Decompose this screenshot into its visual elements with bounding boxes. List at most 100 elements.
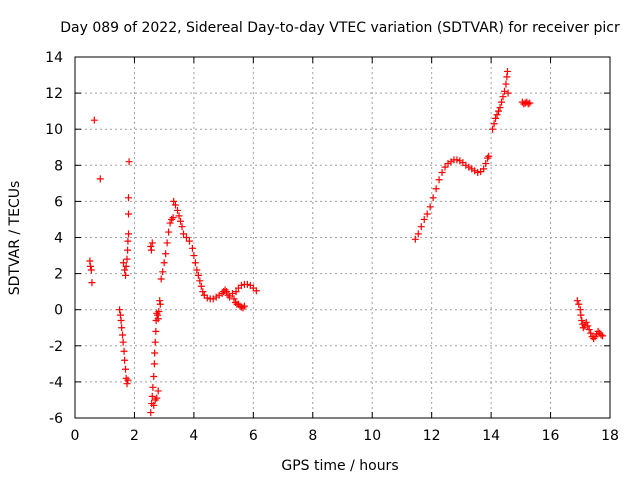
y-tick-label: 6 — [54, 194, 63, 210]
data-point — [252, 287, 260, 295]
data-point — [150, 401, 158, 409]
data-point — [496, 104, 504, 112]
data-point — [453, 156, 461, 164]
data-point — [414, 230, 422, 238]
x-tick-label: 14 — [482, 428, 500, 444]
data-point — [226, 293, 234, 301]
data-point — [124, 237, 132, 245]
data-point — [159, 268, 167, 276]
data-point — [174, 206, 182, 214]
x-tick-label: 2 — [130, 428, 139, 444]
data-point — [170, 197, 178, 205]
data-point — [177, 217, 185, 225]
data-point — [148, 239, 156, 247]
data-point — [237, 281, 245, 289]
data-point — [480, 165, 488, 173]
data-point — [524, 100, 532, 108]
data-point — [182, 234, 190, 241]
data-point — [492, 114, 500, 122]
data-point — [484, 154, 492, 162]
data-point — [122, 262, 130, 270]
data-point — [199, 288, 207, 296]
x-tick-label: 16 — [542, 428, 560, 444]
data-points — [86, 67, 607, 417]
x-tick-label: 4 — [189, 428, 198, 444]
data-point — [123, 255, 131, 263]
data-point — [575, 300, 583, 308]
data-point — [503, 67, 511, 75]
data-point — [502, 80, 510, 88]
data-point — [474, 169, 482, 177]
data-point — [119, 259, 127, 267]
data-point — [160, 259, 168, 267]
data-point — [178, 223, 186, 231]
data-point — [495, 107, 503, 115]
data-point — [435, 176, 443, 184]
x-axis-title: GPS time / hours — [281, 458, 398, 474]
y-tick-label: 4 — [54, 231, 63, 247]
data-point — [237, 303, 245, 311]
data-point — [423, 210, 431, 218]
data-point — [148, 392, 156, 400]
y-tick-label: 14 — [45, 50, 63, 66]
data-point — [123, 380, 131, 388]
data-point — [157, 275, 165, 283]
data-point — [223, 288, 231, 296]
data-point — [156, 300, 164, 308]
data-point — [88, 279, 96, 287]
data-point — [599, 332, 607, 340]
data-point — [240, 302, 248, 310]
y-axis-tick-labels: -6 -4 -2 0 2 4 6 8 10 12 14 — [45, 50, 63, 427]
data-point — [578, 317, 586, 325]
data-point — [87, 266, 95, 274]
data-point — [117, 317, 125, 325]
data-point — [125, 194, 132, 202]
data-point — [96, 175, 104, 183]
chart-title: Day 089 of 2022, Sidereal Day-to-day VTE… — [60, 20, 620, 36]
data-point — [153, 394, 161, 402]
data-point — [119, 338, 127, 346]
data-point — [194, 271, 202, 279]
data-point — [122, 271, 130, 279]
data-point — [429, 194, 437, 202]
data-point — [125, 230, 132, 238]
data-point — [124, 376, 132, 384]
data-point — [171, 201, 179, 209]
data-point — [121, 356, 129, 364]
data-point — [150, 372, 158, 380]
data-point — [168, 215, 176, 223]
data-point — [152, 327, 160, 335]
data-point — [197, 282, 205, 290]
data-point — [203, 294, 211, 302]
data-point — [230, 295, 238, 303]
data-point — [229, 289, 237, 297]
data-point — [243, 280, 251, 288]
y-tick-label: 2 — [54, 267, 63, 283]
data-point — [149, 383, 157, 391]
data-point — [526, 99, 534, 107]
y-axis-title: SDTVAR / TECUs — [7, 181, 23, 296]
data-point — [175, 212, 183, 220]
data-point — [582, 318, 590, 326]
data-point — [191, 259, 199, 267]
data-point — [584, 322, 592, 330]
data-point — [411, 235, 419, 243]
x-axis-tick-labels: 0 2 4 6 8 10 12 14 16 18 — [71, 428, 619, 444]
x-tick-label: 8 — [308, 428, 317, 444]
data-point — [417, 223, 425, 231]
y-tick-label: 8 — [54, 158, 63, 174]
data-point — [121, 266, 129, 274]
data-point — [585, 326, 593, 334]
data-point — [577, 311, 585, 319]
grid-lines — [75, 57, 610, 418]
data-point — [432, 185, 440, 193]
data-point — [122, 374, 130, 382]
data-point — [165, 228, 173, 236]
data-point — [162, 250, 170, 258]
data-point — [154, 315, 162, 323]
data-point — [122, 365, 130, 373]
data-point — [196, 277, 204, 285]
data-point — [190, 252, 198, 260]
plot-frame — [74, 56, 611, 419]
